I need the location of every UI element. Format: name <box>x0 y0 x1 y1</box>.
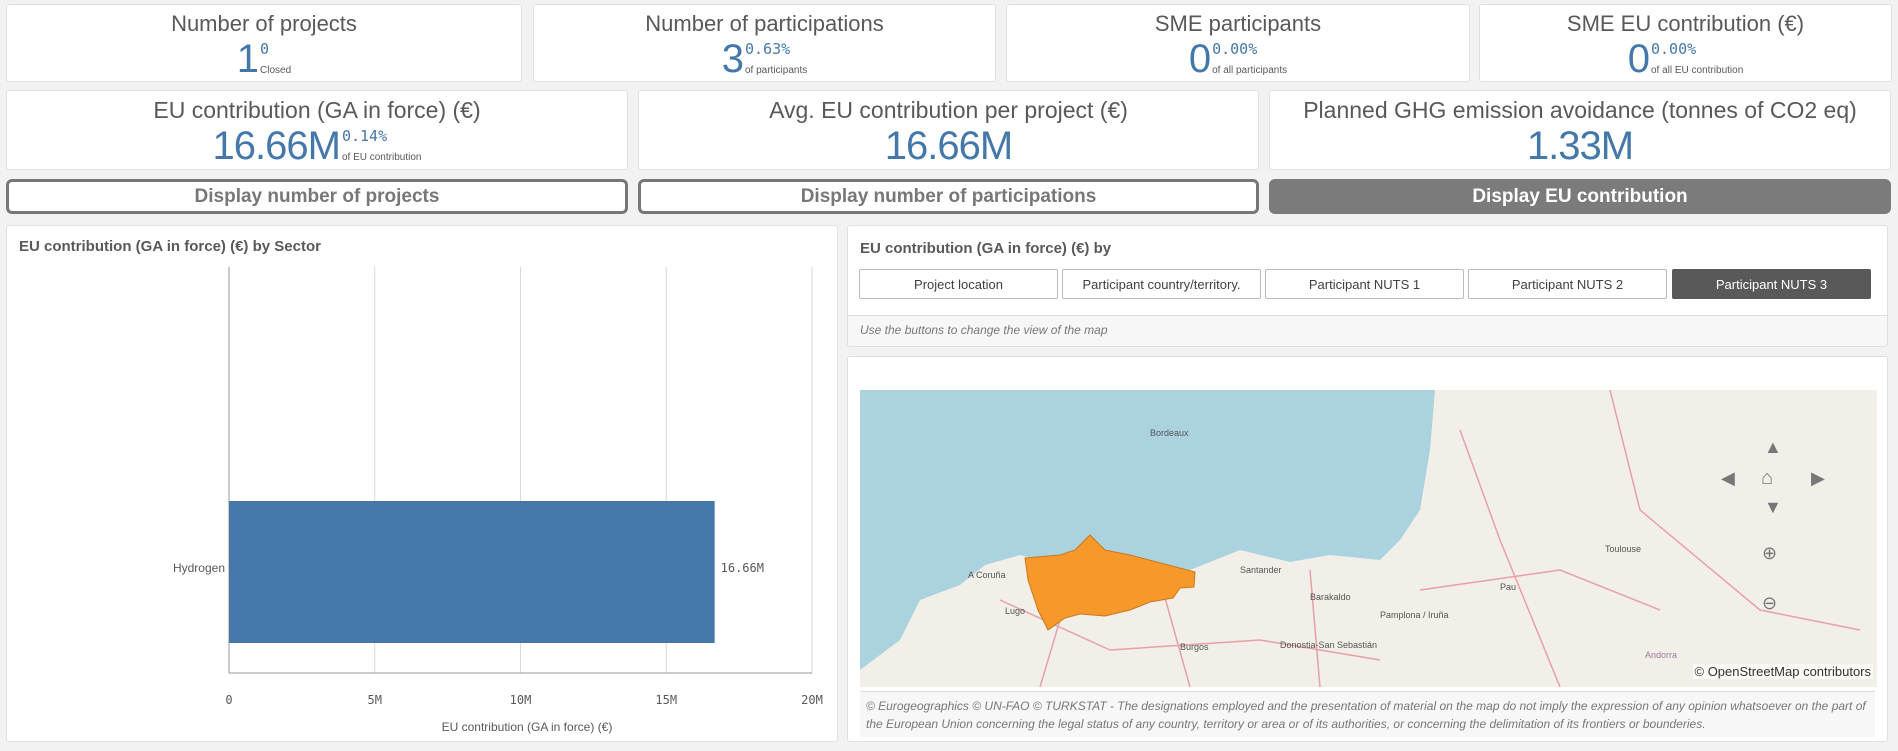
map-place-label: Donostia-San Sebastián <box>1280 640 1377 650</box>
x-axis-title: EU contribution (GA in force) (€) <box>441 720 613 734</box>
kpi-sub-label: of all EU contribution <box>1650 65 1744 76</box>
x-tick-label: 0 <box>225 693 233 707</box>
kpi-value: 16.66M <box>212 124 341 168</box>
kpi-title: SME participants <box>1154 11 1322 36</box>
pan-left-icon[interactable]: ◀ <box>1721 468 1735 488</box>
asturias-region-highlight <box>1024 534 1196 631</box>
kpi-sub-label: of all participants <box>1212 65 1288 76</box>
kpi-number-of-participations: Number of participations 3 0.63% of partic… <box>533 4 996 82</box>
kpi-title: Avg. EU contribution per project (€) <box>769 97 1128 123</box>
kpi-value: 0 <box>1188 37 1211 81</box>
display-eu-contribution-button[interactable]: Display EU contribution <box>1269 179 1891 214</box>
bar-hydrogen[interactable] <box>229 501 715 643</box>
roads <box>999 390 1861 687</box>
kpi-value: 0 <box>1627 37 1650 81</box>
kpi-sme-eu-contribution: SME EU contribution (€) 0 0.00% of all EU … <box>1479 4 1892 82</box>
kpi-title: EU contribution (GA in force) (€) <box>153 97 481 123</box>
map-hint: Use the buttons to change the view of th… <box>860 323 1108 337</box>
map-place-label: Toulouse <box>1605 544 1641 554</box>
sector-chart-panel: EU contribution (GA in force) (€) by Sec… <box>6 225 838 742</box>
map-place-label: Andorra <box>1645 650 1677 660</box>
map-panel: Bordeaux A Coruña Lugo Santander Barakal… <box>847 356 1888 742</box>
chart-title: EU contribution (GA in force) (€) by Sec… <box>19 238 321 255</box>
map-place-label: Pau <box>1500 582 1516 592</box>
map-place-label: Santander <box>1240 565 1282 575</box>
kpi-sub-label: of EU contribution <box>341 152 422 163</box>
map-place-label: Bordeaux <box>1150 428 1189 438</box>
x-tick-label: 10M <box>509 693 532 707</box>
map-panel-title: EU contribution (GA in force) (€) by <box>860 240 1112 257</box>
map-place-label: Barakaldo <box>1310 592 1351 602</box>
map-place-label: Pamplona / Iruña <box>1380 610 1449 620</box>
kpi-value: 1.33M <box>1526 124 1634 168</box>
kpi-title: SME EU contribution (€) <box>1566 11 1805 36</box>
kpi-sub-value: 0.00% <box>1212 40 1258 58</box>
pan-right-icon[interactable]: ▶ <box>1811 468 1825 488</box>
kpi-ghg-avoidance: Planned GHG emission avoidance (tonnes o… <box>1269 90 1891 170</box>
participant-nuts1-button[interactable]: Participant NUTS 1 <box>1265 269 1464 299</box>
pan-up-icon[interactable]: ▲ <box>1764 437 1782 457</box>
kpi-eu-contribution: EU contribution (GA in force) (€) 16.66M… <box>6 90 628 170</box>
home-icon[interactable]: ⌂ <box>1761 467 1774 489</box>
kpi-title: Number of projects <box>171 11 357 36</box>
pan-down-icon[interactable]: ▼ <box>1764 497 1782 517</box>
map-place-label: A Coruña <box>968 570 1006 580</box>
kpi-sub-label: of participants <box>744 65 808 76</box>
kpi-sub-label: Closed <box>260 65 292 76</box>
map-place-label: Lugo <box>1005 606 1025 616</box>
map-place-label: Burgos <box>1180 642 1209 652</box>
category-label: Hydrogen <box>172 561 225 575</box>
map-disclaimer: © Eurogeographics © UN-FAO © TURKSTAT - … <box>866 699 1866 731</box>
kpi-title: Number of participations <box>645 11 884 36</box>
x-tick-label: 5M <box>367 693 382 707</box>
kpi-value: 16.66M <box>884 124 1013 168</box>
kpi-value: 1 <box>236 37 259 81</box>
zoom-in-icon[interactable]: ⊕ <box>1762 543 1778 563</box>
display-projects-button[interactable]: Display number of projects <box>6 179 628 214</box>
x-tick-label: 15M <box>655 693 678 707</box>
kpi-title: Planned GHG emission avoidance (tonnes o… <box>1303 97 1857 123</box>
kpi-value: 3 <box>721 37 744 81</box>
kpi-sub-value: 0.00% <box>1650 40 1697 58</box>
participant-nuts3-button[interactable]: Participant NUTS 3 <box>1672 269 1871 299</box>
kpi-avg-eu-contribution: Avg. EU contribution per project (€) 16.… <box>638 90 1259 170</box>
kpi-sub-value: 0 <box>260 40 270 58</box>
zoom-out-icon[interactable]: ⊖ <box>1762 593 1778 613</box>
display-participations-button[interactable]: Display number of participations <box>638 179 1259 214</box>
map-attribution: © OpenStreetMap contributors <box>1692 664 1873 679</box>
x-tick-label: 20M <box>801 693 823 707</box>
kpi-number-of-projects: Number of projects 1 0 Closed <box>6 4 522 82</box>
kpi-sub-value: 0.14% <box>341 127 388 145</box>
participant-nuts2-button[interactable]: Participant NUTS 2 <box>1468 269 1667 299</box>
participant-country-button[interactable]: Participant country/territory. <box>1062 269 1261 299</box>
kpi-sme-participants: SME participants 0 0.00% of all participan… <box>1006 4 1470 82</box>
bar-data-label: 16.66M <box>720 561 764 575</box>
map[interactable]: Bordeaux A Coruña Lugo Santander Barakal… <box>860 390 1877 687</box>
kpi-sub-value: 0.63% <box>744 40 791 58</box>
project-location-button[interactable]: Project location <box>859 269 1058 299</box>
bar-chart <box>228 267 813 674</box>
